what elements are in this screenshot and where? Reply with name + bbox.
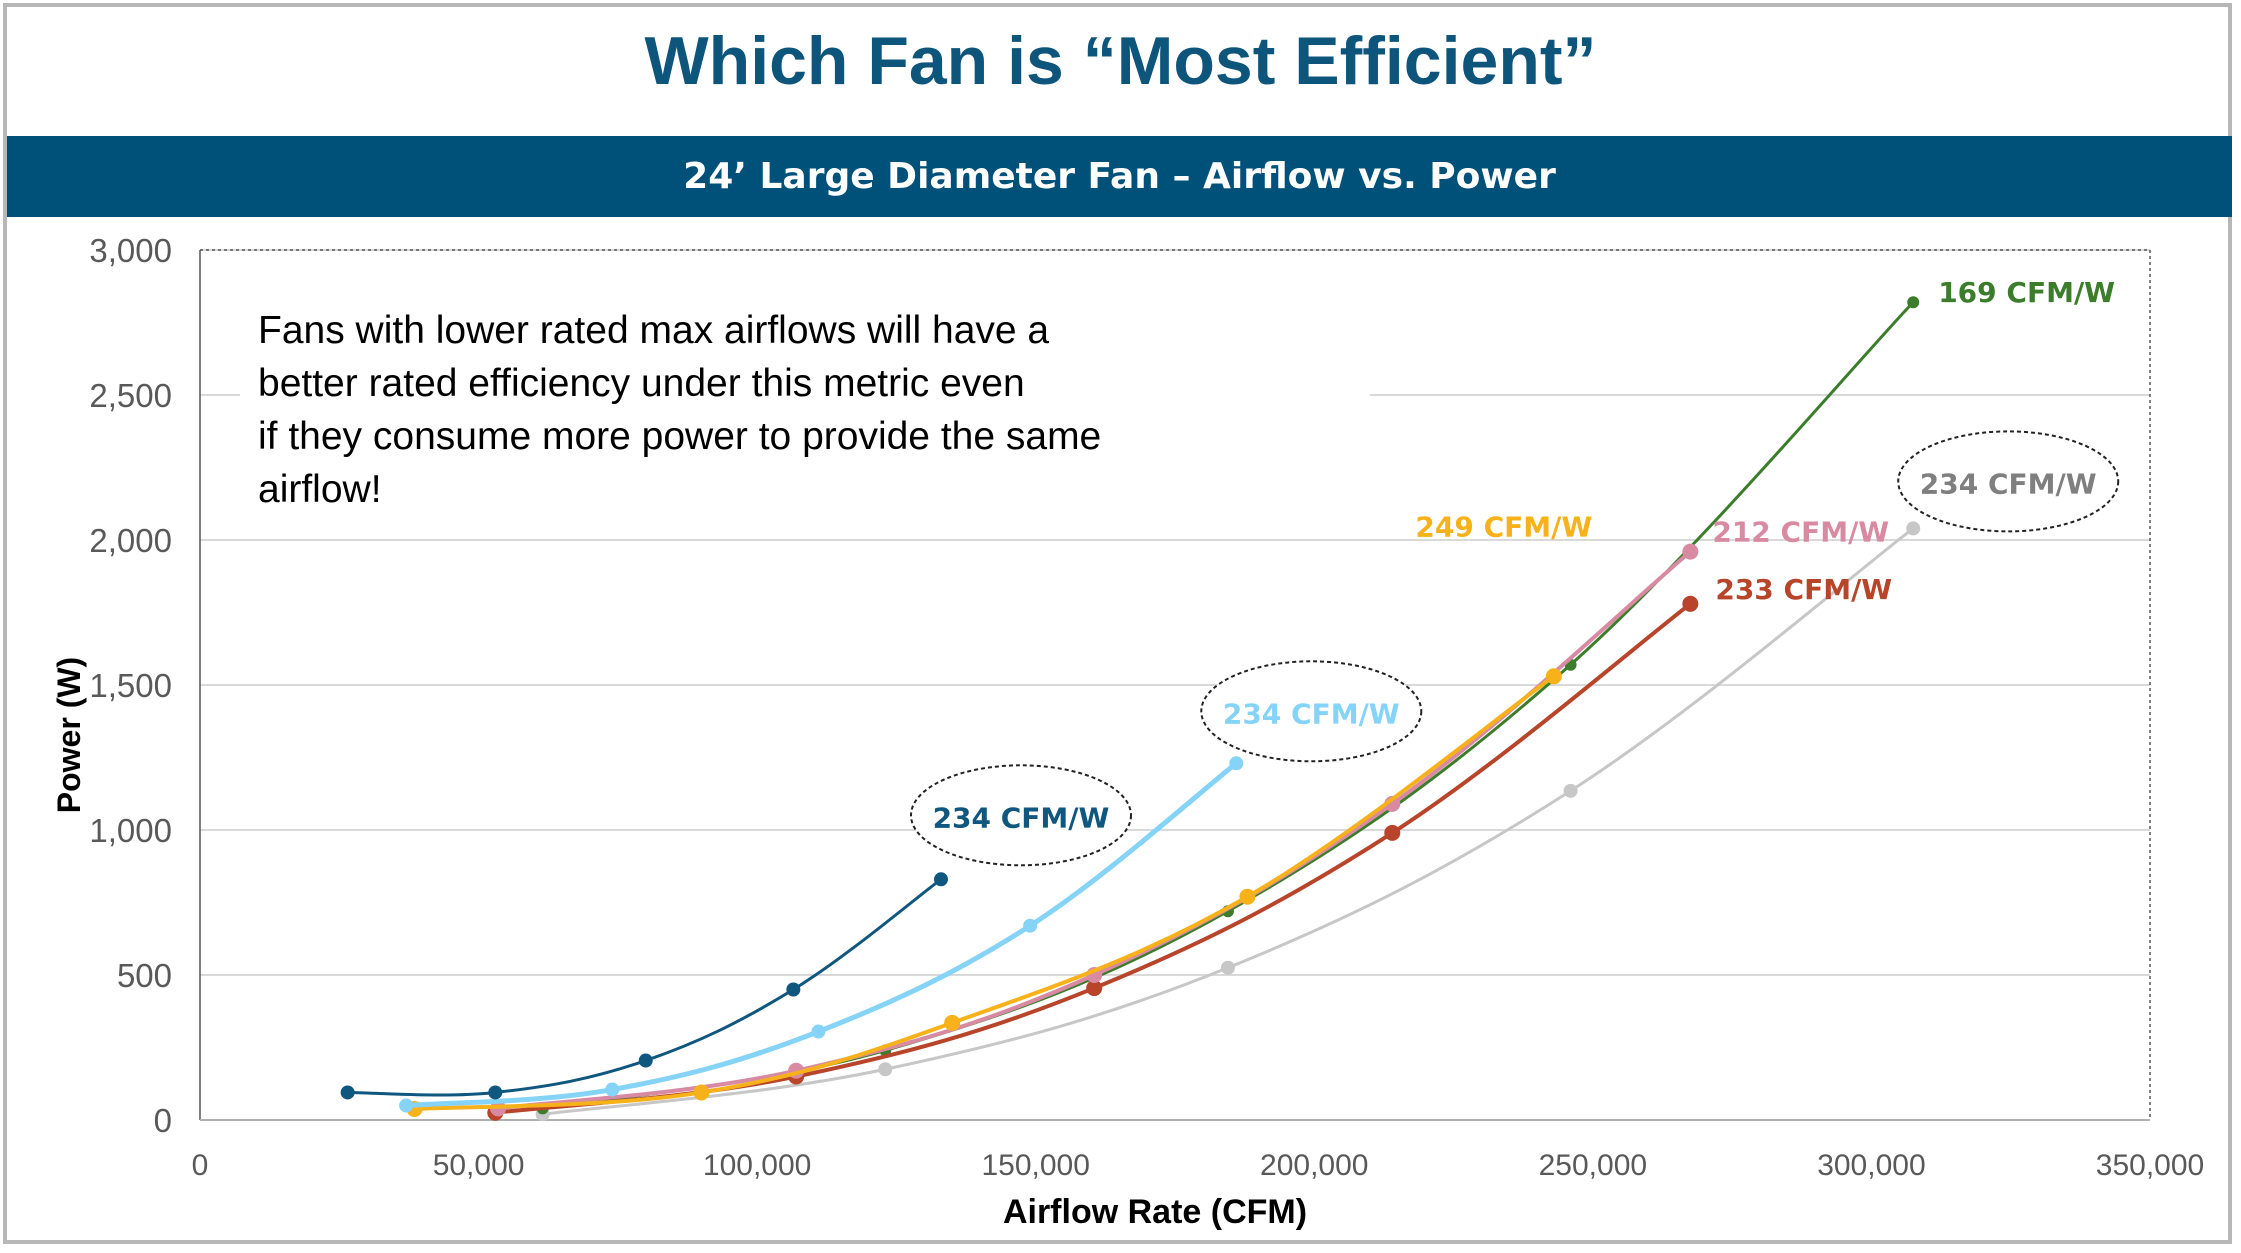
y-tick-label: 3,000 (89, 232, 172, 269)
x-tick-label: 200,000 (1260, 1149, 1368, 1182)
slide-title: Which Fan is “Most Efficient” (644, 23, 1597, 99)
x-tick-label: 100,000 (703, 1149, 811, 1182)
label-highlight-ellipse (910, 764, 1132, 867)
x-axis-title: Airflow Rate (CFM) (1003, 1193, 1307, 1231)
data-point (1545, 668, 1562, 685)
x-tick-label: 350,000 (2096, 1149, 2204, 1182)
y-tick-label: 1,500 (89, 667, 172, 704)
data-point (605, 1082, 620, 1097)
data-point (488, 1085, 503, 1100)
y-tick-label: 2,500 (89, 377, 172, 414)
data-point (1907, 296, 1920, 309)
data-point (1229, 756, 1244, 771)
y-tick-label: 1,000 (89, 812, 172, 849)
data-point (1220, 960, 1235, 975)
slide-frame (3, 3, 2232, 1244)
data-point (934, 872, 948, 887)
y-tick-label: 0 (154, 1102, 172, 1139)
data-point (811, 1024, 826, 1039)
x-tick-label: 0 (192, 1149, 209, 1182)
data-point (1682, 543, 1699, 560)
data-point (1023, 918, 1038, 933)
series-line (541, 526, 1915, 1116)
series-line (403, 760, 1239, 1108)
series-line (412, 674, 1556, 1111)
annotation-background (240, 290, 1370, 460)
annotation-text: Fans with lower rated max airflows will … (258, 309, 1101, 511)
chart-banner: 24’ Large Diameter Fan – Airflow vs. Pow… (7, 136, 2232, 217)
y-tick-label: 500 (117, 957, 172, 994)
series-label: 169 CFM/W (1938, 276, 2115, 309)
data-point (340, 1085, 355, 1100)
data-point (1682, 595, 1699, 612)
data-point (786, 982, 801, 997)
data-point (399, 1098, 414, 1113)
series-label: 249 CFM/W (1415, 510, 1592, 543)
data-point (878, 1062, 893, 1077)
data-point (1563, 783, 1578, 798)
series-label: 234 CFM/W (1920, 467, 2097, 500)
series-label: 234 CFM/W (1223, 697, 1400, 730)
y-tick-label: 2,000 (89, 522, 172, 559)
data-point (693, 1084, 710, 1101)
x-tick-label: 150,000 (981, 1149, 1089, 1182)
data-point (1239, 888, 1256, 905)
data-point (638, 1053, 653, 1068)
series-label: 234 CFM/W (933, 801, 1110, 834)
data-point (1906, 521, 1921, 536)
x-tick-label: 300,000 (1817, 1149, 1925, 1182)
data-point (944, 1014, 961, 1031)
series-label: 233 CFM/W (1715, 573, 1892, 606)
data-point (1086, 980, 1103, 997)
x-tick-label: 50,000 (433, 1149, 525, 1182)
label-highlight-ellipse (1897, 430, 2120, 533)
series-label: 212 CFM/W (1712, 516, 1889, 549)
y-axis-title: Power (W) (51, 657, 87, 813)
data-point (1384, 824, 1401, 841)
series-line (493, 601, 1693, 1115)
chart-banner-title: 24’ Large Diameter Fan – Airflow vs. Pow… (683, 156, 1556, 197)
label-highlight-ellipse (1200, 660, 1423, 763)
x-tick-label: 250,000 (1539, 1149, 1647, 1182)
